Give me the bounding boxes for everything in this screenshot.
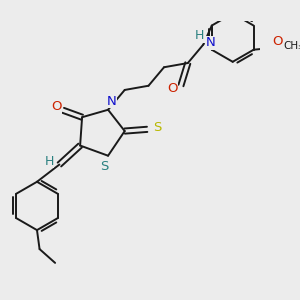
- Text: O: O: [51, 100, 62, 113]
- Text: O: O: [167, 82, 178, 95]
- Text: O: O: [272, 34, 283, 48]
- Text: H: H: [44, 154, 54, 168]
- Text: S: S: [153, 121, 162, 134]
- Text: S: S: [100, 160, 109, 172]
- Text: H: H: [195, 29, 205, 42]
- Text: N: N: [206, 36, 215, 49]
- Text: N: N: [106, 94, 116, 108]
- Text: CH₃: CH₃: [284, 41, 300, 51]
